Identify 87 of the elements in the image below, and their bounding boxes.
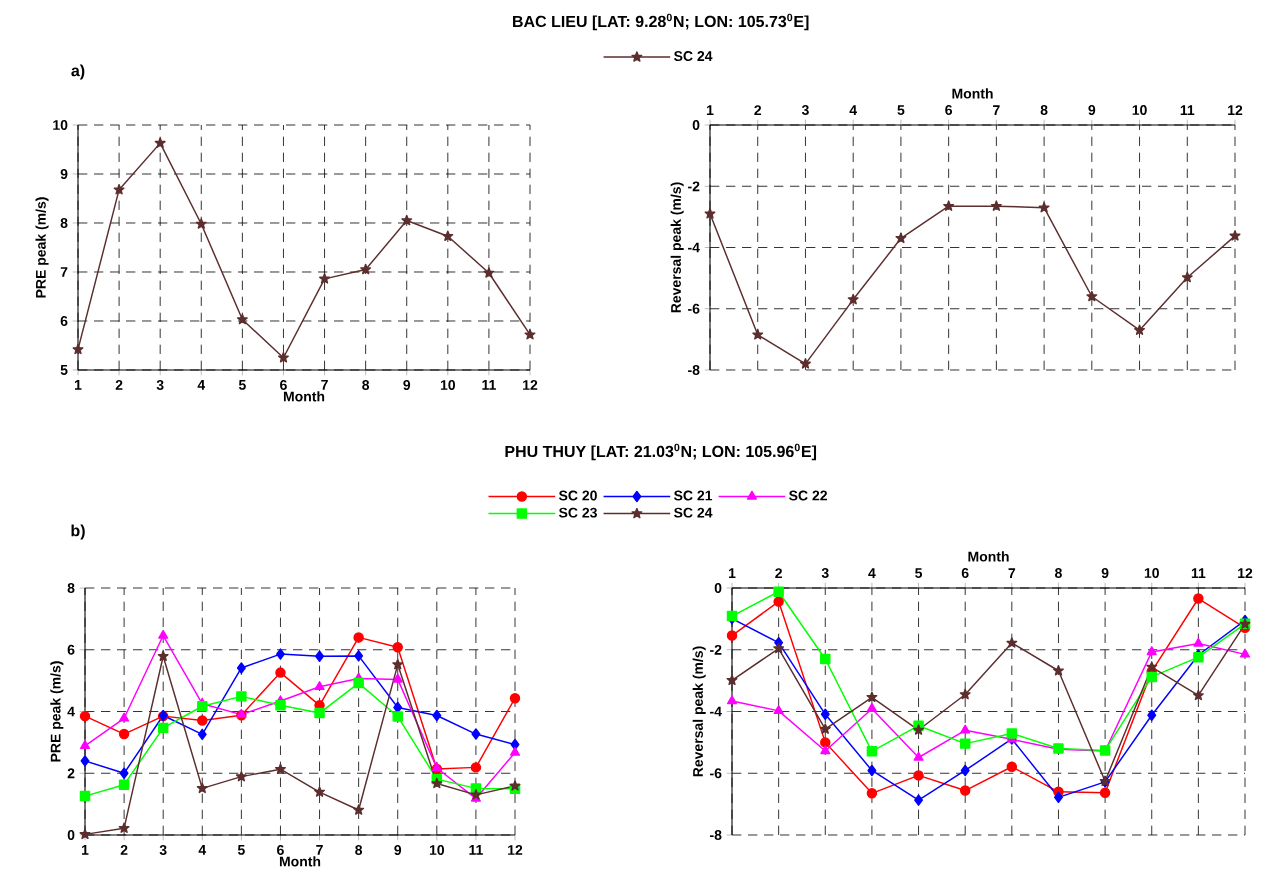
x-tick-label: 1 (74, 380, 82, 390)
x-tick-label: 2 (754, 105, 762, 115)
x-tick-label: 10 (1144, 568, 1159, 578)
x-tick-label: 3 (156, 380, 164, 390)
y-tick-label: -4 (688, 242, 700, 253)
x-tick-label: 12 (1228, 105, 1243, 115)
x-tick-label: 10 (440, 380, 456, 390)
legend-label: SC 20 (558, 490, 597, 501)
x-tick-label: 4 (868, 568, 876, 578)
x-tick-label: 4 (197, 380, 206, 390)
y-tick-label: -6 (710, 768, 722, 779)
x-tick-label: 10 (429, 845, 445, 855)
y-tick-label: 8 (60, 218, 68, 228)
y-tick-label: 9 (60, 169, 68, 179)
legend-label: SC 24 (674, 507, 713, 518)
y-tick-label: 7 (60, 267, 68, 277)
y-tick-label: -2 (688, 181, 700, 192)
x-tick-label: 6 (280, 380, 287, 390)
x-tick-label: 8 (355, 845, 363, 855)
x-tick-label: 9 (394, 845, 402, 855)
x-tick-label: 2 (120, 845, 128, 855)
x-tick-label: 6 (945, 105, 953, 115)
x-tick-label: 3 (821, 568, 829, 578)
x-tick-label: 5 (897, 105, 905, 115)
x-tick-label: 2 (115, 380, 123, 390)
x-tick-label: 2 (775, 568, 782, 578)
y-tick-label: 4 (67, 706, 75, 717)
x-axis-title: Month (279, 856, 321, 867)
x-tick-label: 1 (728, 568, 736, 578)
x-tick-label: 12 (1238, 568, 1253, 578)
y-tick-label: 0 (67, 830, 75, 840)
text: PHU THUY [LAT: 21.03$^{0}$N; LON: 105.96$^{0}$E] (505, 443, 817, 461)
x-tick-label: 9 (1088, 105, 1096, 115)
y-tick-label: 10 (53, 120, 68, 130)
x-tick-label: 8 (1055, 568, 1062, 578)
y-axis-title: Reversal peak (m/s) (692, 646, 706, 777)
x-tick-label: 7 (993, 105, 1000, 115)
x-tick-label: 5 (237, 845, 245, 855)
x-tick-label: 5 (238, 380, 246, 390)
x-axis-title: Month (952, 88, 993, 99)
x-tick-label: 12 (523, 380, 538, 390)
x-tick-label: 10 (1132, 105, 1147, 115)
x-tick-label: 3 (159, 845, 167, 855)
y-tick-label: 0 (714, 583, 722, 593)
y-axis-title: Reversal peak (m/s) (670, 182, 684, 313)
y-tick-label: -4 (710, 706, 722, 717)
text: b) (71, 524, 85, 540)
x-tick-label: 7 (1008, 568, 1016, 578)
y-tick-label: -2 (710, 644, 722, 655)
x-tick-label: 7 (321, 380, 328, 390)
x-tick-label: 11 (469, 845, 483, 855)
x-tick-label: 3 (801, 105, 809, 115)
y-axis-title: PRE peak (m/s) (50, 661, 64, 762)
x-tick-label: 8 (1040, 105, 1048, 115)
x-tick-label: 11 (1180, 105, 1195, 115)
x-tick-label: 4 (198, 845, 207, 855)
legend-label: SC 21 (674, 490, 713, 501)
legend-label: SC 24 (674, 51, 713, 62)
legend-label: SC 23 (558, 507, 597, 518)
x-tick-label: 9 (1101, 568, 1109, 578)
y-axis-title: PRE peak (m/s) (35, 197, 49, 298)
x-tick-label: 1 (706, 105, 714, 115)
x-tick-label: 11 (482, 380, 496, 390)
x-tick-label: 11 (1191, 568, 1206, 578)
x-tick-label: 9 (403, 380, 411, 390)
x-tick-label: 12 (508, 845, 523, 855)
x-tick-label: 8 (362, 380, 370, 390)
y-tick-label: 0 (692, 120, 700, 130)
text: a) (71, 64, 85, 80)
y-tick-label: 6 (60, 316, 68, 326)
x-axis-title: Month (283, 391, 325, 402)
y-tick-label: 8 (67, 583, 75, 593)
x-axis-title: Month (968, 551, 1009, 562)
x-tick-label: 1 (81, 845, 89, 855)
x-tick-label: 5 (915, 568, 923, 578)
x-tick-label: 7 (316, 845, 323, 855)
y-tick-label: 5 (60, 365, 68, 375)
y-tick-label: 2 (67, 768, 75, 779)
text: BAC LIEU [LAT: 9.28$^{0}$N; LON: 105.73$^{0}$E] (513, 13, 809, 31)
y-tick-label: -8 (710, 830, 722, 840)
y-tick-label: 6 (67, 644, 75, 655)
y-tick-label: -6 (688, 303, 700, 314)
x-tick-label: 6 (277, 845, 284, 855)
legend-label: SC 22 (789, 490, 827, 501)
x-tick-label: 6 (961, 568, 969, 578)
x-tick-label: 4 (849, 105, 857, 115)
y-tick-label: -8 (688, 365, 700, 375)
